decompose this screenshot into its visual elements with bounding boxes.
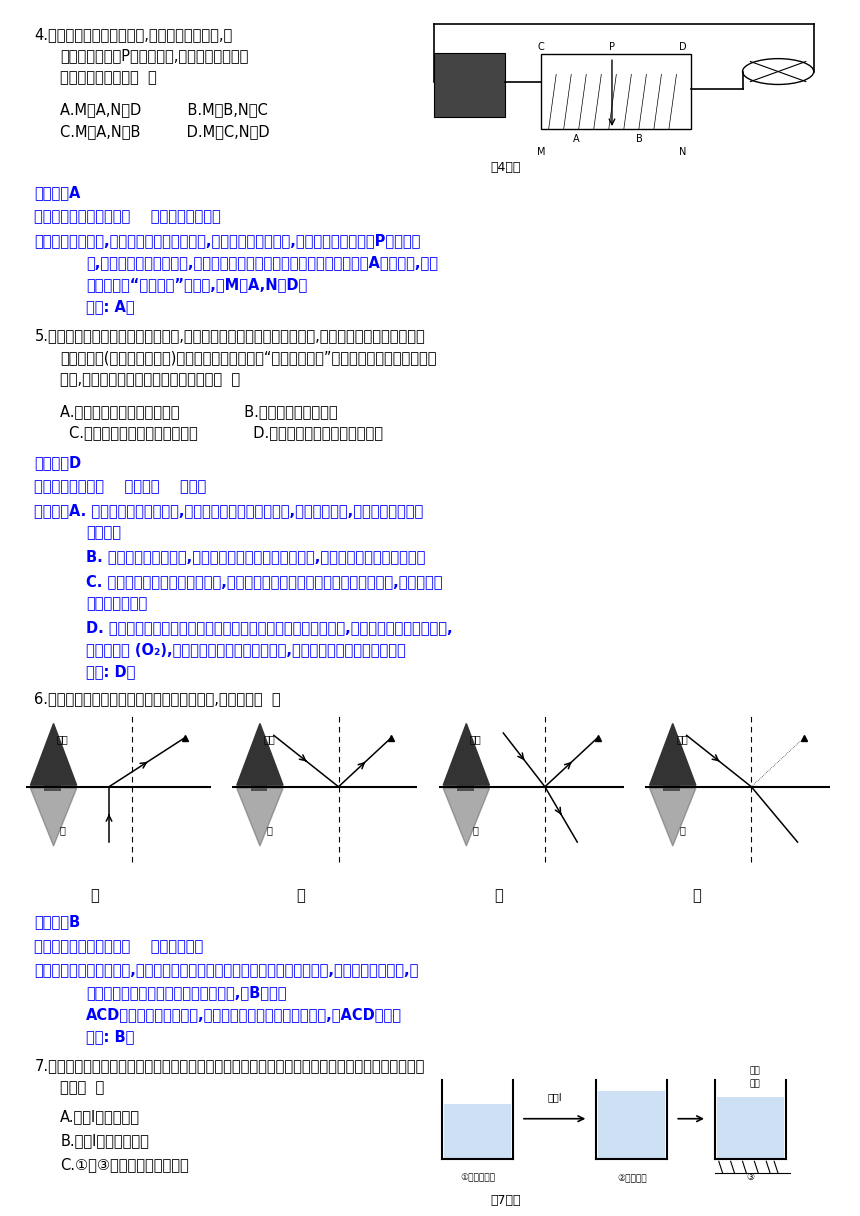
Text: 故选: B。: 故选: B。 — [86, 1029, 134, 1043]
Bar — [444, 1104, 511, 1158]
Text: M: M — [537, 147, 545, 157]
Text: 的是（  ）: 的是（ ） — [60, 1080, 104, 1094]
Text: 【解析】A. 提高催化剂的催化效率,会提高二氧化碳塑料的产率,降低生产成本,是科学家重点考虑: 【解析】A. 提高催化剂的催化效率,会提高二氧化碳塑料的产率,降低生产成本,是科… — [34, 503, 424, 518]
Text: 水: 水 — [267, 826, 272, 835]
Text: 以才能观察到对岸的树木在水中的倒影,故B正确；: 以才能观察到对岸的树木在水中的倒影,故B正确； — [86, 985, 286, 1000]
Text: P: P — [609, 43, 615, 52]
Text: 接法符合要求的是（  ）: 接法符合要求的是（ ） — [60, 71, 157, 85]
Text: 【答案】A: 【答案】A — [34, 185, 81, 199]
Text: 丁: 丁 — [692, 888, 701, 902]
Text: 水: 水 — [679, 826, 685, 835]
Text: 丙: 丙 — [494, 888, 503, 902]
Text: B: B — [636, 134, 643, 143]
Text: 第7题图: 第7题图 — [490, 1194, 520, 1207]
Text: 【答案】B: 【答案】B — [34, 914, 81, 929]
Text: 4.如图是未连接完整的电路,若要求闭合开关后,滑: 4.如图是未连接完整的电路,若要求闭合开关后,滑 — [34, 27, 233, 41]
Text: 第4题图: 第4题图 — [490, 161, 520, 174]
Bar — [541, 55, 691, 129]
Text: 【考点】平面镜成像特点    光的反射原理: 【考点】平面镜成像特点 光的反射原理 — [34, 939, 204, 953]
Text: 产前,以下不是科学家重点考虑的问题是（  ）: 产前,以下不是科学家重点考虑的问题是（ ） — [60, 372, 240, 387]
Text: 6.下列是观察对岸的树木在水中倒影的光路图,正确的是（  ）: 6.下列是观察对岸的树木在水中倒影的光路图,正确的是（ ） — [34, 691, 281, 705]
Text: 5.二氧化碳气体既是温室效应的元凶,又是一种潜在的碳资源。实验室里,科学家已成功利用二氧化碳: 5.二氧化碳气体既是温室效应的元凶,又是一种潜在的碳资源。实验室里,科学家已成功… — [34, 328, 425, 343]
Text: 故选: A。: 故选: A。 — [86, 299, 135, 314]
Text: D. 生物圈中的碳循环主要表现在绻色植物从空气中吸收二氧化碳,经光合作用转化为葡萄糖,: D. 生物圈中的碳循环主要表现在绻色植物从空气中吸收二氧化碳,经光合作用转化为葡… — [86, 620, 452, 635]
Bar — [458, 783, 474, 790]
Text: ③: ③ — [746, 1173, 754, 1182]
Text: A.如何提高催化剂的催化效率              B.新型塑料是否可降解: A.如何提高催化剂的催化效率 B.新型塑料是否可降解 — [60, 404, 338, 418]
Text: A.操作Ⅰ一定是降温: A.操作Ⅰ一定是降温 — [60, 1109, 140, 1124]
Polygon shape — [649, 724, 696, 786]
Text: 7.硝酸钒的溢解度随温度升高而增大。如图是有关硝酸钒溶液的实验操作及变化情况。下列说法正确: 7.硝酸钒的溢解度随温度升高而增大。如图是有关硝酸钒溶液的实验操作及变化情况。下… — [34, 1058, 425, 1073]
Text: 的问题；: 的问题； — [86, 525, 121, 540]
Bar — [599, 1092, 666, 1158]
Text: 【解析】灯泡变亮,表明通过灯泡的电流变大,即电路中的电阻减小,故滑动变阻器的滑片P向左移动: 【解析】灯泡变亮,表明通过灯泡的电流变大,即电路中的电阻减小,故滑动变阻器的滑片… — [34, 233, 421, 248]
Text: 故选: D。: 故选: D。 — [86, 664, 135, 679]
Bar — [434, 54, 505, 118]
Bar — [664, 783, 680, 790]
Text: 水: 水 — [60, 826, 65, 835]
Polygon shape — [649, 788, 696, 846]
Text: 甲: 甲 — [90, 888, 99, 902]
Text: 空气: 空气 — [57, 734, 69, 744]
Text: C.新型塑料的化学性质是否稳定            D.新型塑料生产是否影响碳循环: C.新型塑料的化学性质是否稳定 D.新型塑料生产是否影响碳循环 — [69, 426, 383, 440]
Text: ACD：图中光线来自水中,且光是直线传播或发生光的折射,故ACD错误。: ACD：图中光线来自水中,且光是直线传播或发生光的折射,故ACD错误。 — [86, 1007, 402, 1021]
Text: 动变阻器的滑片P向左移动时,灯泡变亮。则下列: 动变阻器的滑片P向左移动时,灯泡变亮。则下列 — [60, 49, 249, 63]
Text: 乙: 乙 — [297, 888, 305, 902]
Text: C.①与③的溶质质量一定相等: C.①与③的溶质质量一定相等 — [60, 1158, 189, 1172]
Text: 恒温: 恒温 — [749, 1066, 759, 1076]
Text: 点考虑的问题；: 点考虑的问题； — [86, 596, 147, 610]
Text: B.操作Ⅰ一定是加溶质: B.操作Ⅰ一定是加溶质 — [60, 1133, 149, 1148]
Text: 【答案】D: 【答案】D — [34, 455, 82, 469]
Text: C.M接A,N接B          D.M接C,N接D: C.M接A,N接B D.M接C,N接D — [60, 124, 270, 139]
Text: D: D — [679, 43, 687, 52]
Bar — [716, 1097, 784, 1158]
Text: 【解析】树木在水中倒影,是因为来自岸上树木的光线斜射到水面上发生反射,反射光线进入眼睛,所: 【解析】树木在水中倒影,是因为来自岸上树木的光线斜射到水面上发生反射,反射光线进… — [34, 963, 419, 978]
Text: B. 新型塑料是否可降解,会涉及到生产对环境污染的问题,是科学家重点考虑的问题；: B. 新型塑料是否可降解,会涉及到生产对环境污染的问题,是科学家重点考虑的问题； — [86, 550, 426, 564]
Polygon shape — [237, 724, 283, 786]
Text: 时,其接入的电阻是减小的,则滑片左侧的电阻丝应接入电路（即一定要接A接线洗）,滑动: 时,其接入的电阻是减小的,则滑片左侧的电阻丝应接入电路（即一定要接A接线洗）,滑… — [86, 255, 438, 270]
Polygon shape — [443, 788, 489, 846]
Polygon shape — [443, 724, 489, 786]
Text: A.M接A,N接D          B.M接B,N接C: A.M接A,N接D B.M接B,N接C — [60, 102, 268, 117]
Polygon shape — [237, 788, 283, 846]
Text: ②饱和溶液: ②饱和溶液 — [617, 1173, 647, 1182]
Text: 并放出氧气 (O₂),新型塑料生产不会影响碳循环,不是科学家重点考虑的问题。: 并放出氧气 (O₂),新型塑料生产不会影响碳循环,不是科学家重点考虑的问题。 — [86, 642, 406, 657]
Bar — [251, 783, 267, 790]
Text: 蔒发: 蔒发 — [749, 1079, 759, 1088]
Text: 空气: 空气 — [470, 734, 482, 744]
Text: 【考点】二氧化碳    化学性质    碳循环: 【考点】二氧化碳 化学性质 碳循环 — [34, 479, 206, 494]
Bar — [44, 783, 61, 790]
Text: 与环氧丙烷(一种简单有机物)在催化剂的作用下合成“二氧化碳塑料”。该新型塑料在投入工业生: 与环氧丙烷(一种简单有机物)在催化剂的作用下合成“二氧化碳塑料”。该新型塑料在投… — [60, 350, 437, 365]
Text: 【考点】电路的动态分析    滑动变阻器的接法: 【考点】电路的动态分析 滑动变阻器的接法 — [34, 209, 221, 224]
Text: N: N — [679, 147, 687, 157]
Polygon shape — [30, 724, 77, 786]
Text: C: C — [538, 43, 544, 52]
Text: 水: 水 — [473, 826, 478, 835]
Polygon shape — [30, 788, 77, 846]
Text: C. 新型塑料的化学性质是否稳定,会影响到塑料的使用价值和生产的价值问题,是科学家重: C. 新型塑料的化学性质是否稳定,会影响到塑料的使用价值和生产的价值问题,是科学… — [86, 574, 443, 589]
Text: ①不饱和溶液: ①不饱和溶液 — [460, 1173, 495, 1182]
Text: 空气: 空气 — [263, 734, 275, 744]
Text: 空气: 空气 — [676, 734, 688, 744]
Text: A: A — [573, 134, 580, 143]
Text: 变阻器采用“一上一下”的接法,故M接A,N接D。: 变阻器采用“一上一下”的接法,故M接A,N接D。 — [86, 277, 307, 292]
Text: 操作Ⅰ: 操作Ⅰ — [547, 1092, 562, 1103]
